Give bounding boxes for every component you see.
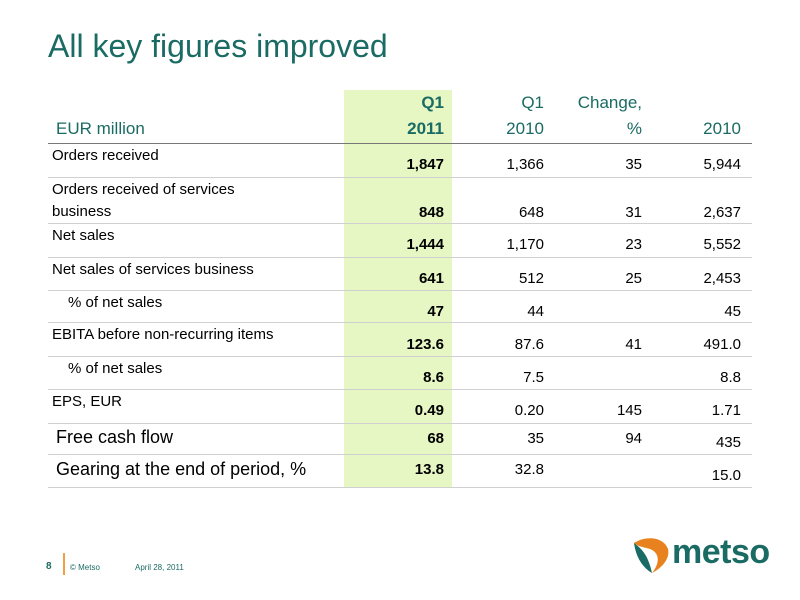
cell-q1-2010: 1,366: [506, 156, 544, 173]
cell-q1-2010: 512: [518, 270, 544, 287]
cell-change: 94: [625, 430, 642, 447]
col-header-q1-2011-line2: 2011: [407, 119, 444, 138]
cell-q1-2011: 123.6: [406, 336, 444, 353]
cell-q1-2011: 1,847: [406, 156, 444, 173]
slide-title: All key figures improved: [48, 28, 388, 64]
cell-change: 41: [625, 336, 642, 353]
cell-q1-2010: 7.5: [523, 369, 544, 386]
row-divider: [48, 322, 752, 323]
row-label-gearing: Gearing at the end of period, %: [56, 459, 307, 479]
row-label-pct-net-sales: % of net sales: [68, 294, 163, 311]
col-header-2010: 2010: [703, 119, 741, 138]
cell-2010: 491.0: [703, 336, 741, 353]
row-divider: [48, 487, 752, 488]
row-divider: [48, 257, 752, 258]
row-label-eps: EPS, EUR: [52, 393, 123, 410]
cell-change: 35: [625, 156, 642, 173]
row-label-net-sales: Net sales: [52, 227, 115, 244]
cell-2010: 8.8: [720, 369, 741, 386]
cell-2010: 1.71: [711, 402, 741, 419]
cell-q1-2010: 648: [518, 204, 544, 221]
col-header-change-line2: %: [626, 119, 642, 138]
row-label-ebita: EBITA before non-recurring items: [52, 326, 274, 343]
cell-2010: 5,552: [703, 236, 741, 253]
row-divider: [48, 389, 752, 390]
row-divider: [48, 356, 752, 357]
page-number: 8: [46, 561, 52, 572]
cell-2010: 5,944: [703, 156, 741, 173]
footer-date: April 28, 2011: [135, 563, 184, 572]
cell-q1-2011: 1,444: [406, 236, 444, 253]
row-divider: [48, 454, 752, 455]
cell-q1-2010: 87.6: [514, 336, 544, 353]
row-divider: [48, 290, 752, 291]
header-divider: [48, 143, 752, 144]
cell-change: 23: [625, 236, 642, 253]
row-label-orders-received: Orders received: [52, 147, 159, 164]
cell-q1-2011: 13.8: [414, 461, 444, 478]
cell-q1-2011: 68: [427, 430, 444, 447]
row-divider: [48, 223, 752, 224]
col-header-q1-2011-line1: Q1: [421, 93, 444, 112]
cell-2010: 2,453: [703, 270, 741, 287]
cell-q1-2011: 641: [418, 270, 444, 287]
metso-logo-icon: [634, 538, 669, 573]
cell-q1-2011: 0.49: [414, 402, 444, 419]
row-label-free-cash-flow: Free cash flow: [56, 427, 174, 447]
row-label-net-sales-services: Net sales of services business: [52, 261, 254, 278]
q1-2011-highlight-column: [344, 90, 452, 488]
row-label-orders-services-line2: business: [52, 203, 112, 220]
footer-separator: [63, 553, 65, 575]
metso-logo-text: metso: [672, 533, 770, 571]
cell-change: 145: [616, 402, 642, 419]
footer-copyright: © Metso: [70, 563, 100, 572]
row-label-orders-services-line1: Orders received of services: [52, 181, 235, 198]
cell-2010: 2,637: [703, 204, 741, 221]
cell-q1-2010: 35: [527, 430, 544, 447]
cell-q1-2010: 1,170: [506, 236, 544, 253]
row-divider: [48, 177, 752, 178]
col-header-q1-2010-line1: Q1: [521, 93, 544, 112]
cell-change: 31: [625, 204, 642, 221]
cell-q1-2011: 47: [427, 303, 444, 320]
cell-change: 25: [625, 270, 642, 287]
cell-q1-2010: 0.20: [514, 402, 544, 419]
cell-2010: 15.0: [711, 467, 741, 484]
cell-q1-2011: 8.6: [423, 369, 444, 386]
cell-q1-2011: 848: [418, 204, 444, 221]
cell-q1-2010: 44: [527, 303, 544, 320]
row-divider: [48, 423, 752, 424]
col-header-q1-2010-line2: 2010: [506, 119, 544, 138]
cell-2010: 435: [715, 434, 741, 451]
cell-q1-2010: 32.8: [514, 461, 544, 478]
col-header-change-line1: Change,: [577, 93, 642, 112]
unit-label: EUR million: [56, 119, 145, 138]
row-label-pct-net-sales: % of net sales: [68, 360, 163, 377]
cell-2010: 45: [724, 303, 741, 320]
